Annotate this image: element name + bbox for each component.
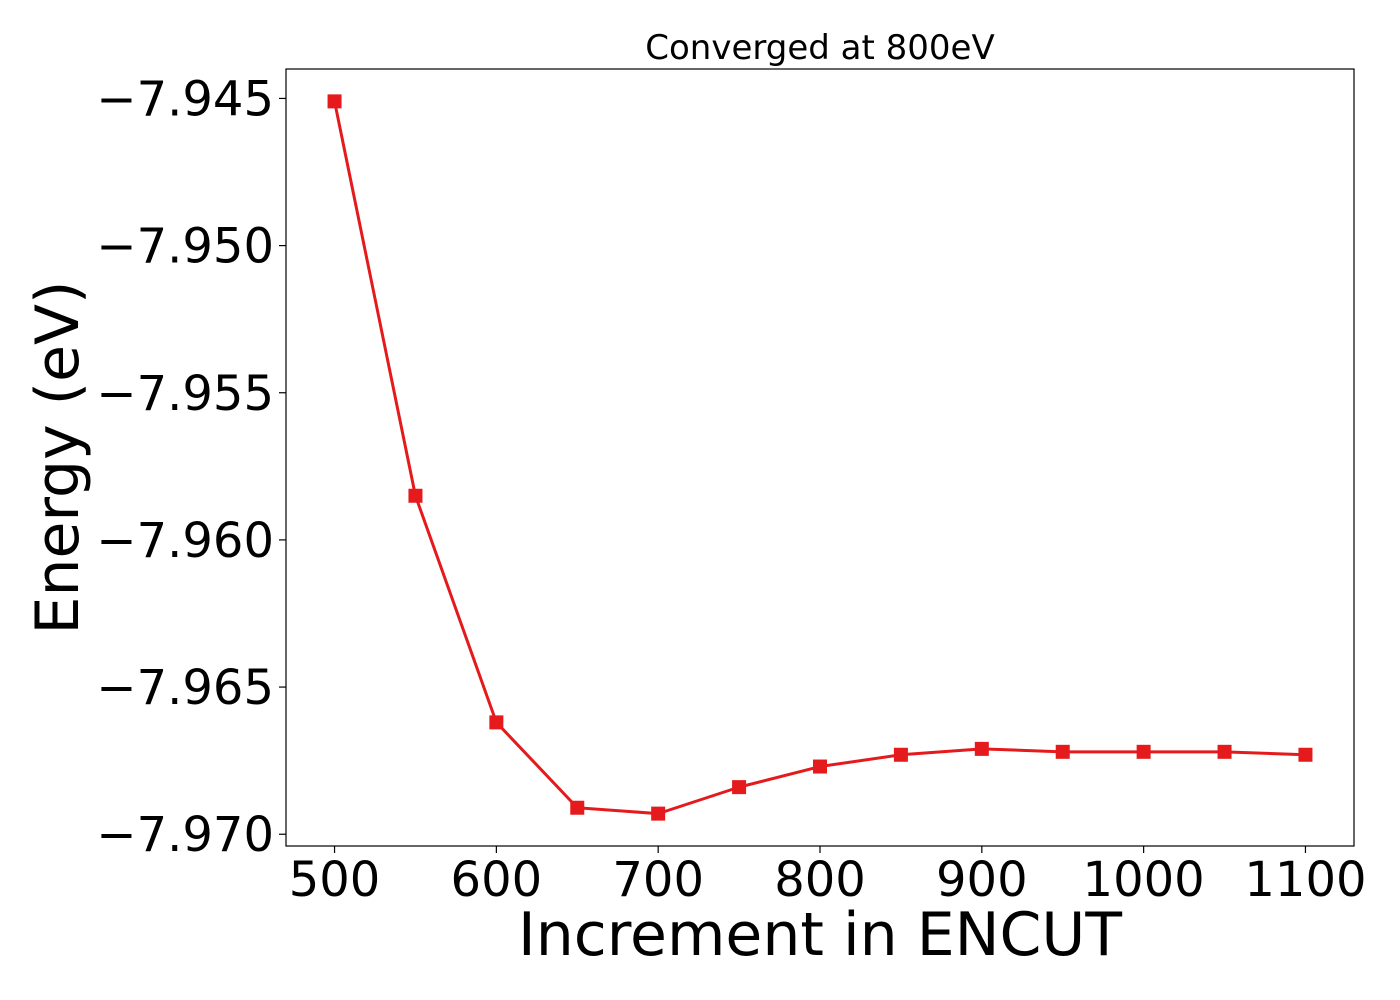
y-tick-label: −7.960: [96, 513, 274, 569]
data-point-marker: [489, 715, 504, 730]
data-point-marker: [1298, 747, 1313, 762]
y-axis-title: Energy (eV): [23, 281, 93, 635]
data-point-marker: [974, 741, 989, 756]
data-point-marker: [570, 800, 585, 815]
data-point-marker: [1136, 744, 1151, 759]
x-tick-label: 500: [289, 852, 381, 908]
y-axis-ticks: −7.945 −7.950 −7.955 −7.960 −7.965 −7.970: [96, 71, 286, 863]
x-tick-label: 900: [936, 852, 1028, 908]
x-axis-title: Increment in ENCUT: [518, 900, 1122, 970]
x-axis-ticks: 500 600 700 800 900 1000 1100: [289, 846, 1367, 908]
x-tick-label: 600: [451, 852, 543, 908]
x-tick-label: 700: [612, 852, 704, 908]
y-tick-label: −7.965: [96, 660, 274, 716]
y-tick-label: −7.950: [96, 219, 274, 275]
chart-title: Converged at 800eV: [645, 28, 994, 68]
y-tick-label: −7.970: [96, 807, 274, 863]
data-point-marker: [327, 94, 342, 109]
data-point-marker: [732, 780, 747, 795]
y-tick-label: −7.955: [96, 366, 274, 422]
x-tick-label: 1000: [1083, 852, 1205, 908]
x-tick-label: 1100: [1244, 852, 1366, 908]
data-point-marker: [893, 747, 908, 762]
data-point-marker: [408, 488, 423, 503]
x-tick-label: 800: [774, 852, 866, 908]
y-tick-label: −7.945: [96, 71, 274, 127]
plot-area: [285, 68, 1355, 847]
data-point-marker: [1217, 744, 1232, 759]
data-point-marker: [651, 806, 666, 821]
data-point-marker: [1055, 744, 1070, 759]
data-point-marker: [813, 759, 827, 774]
